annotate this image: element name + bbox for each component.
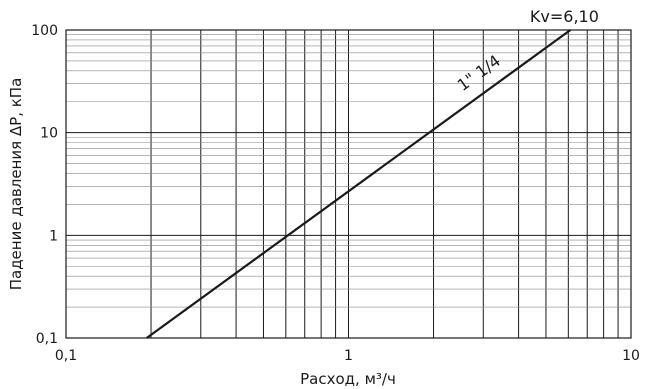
y-tick-label: 100 (31, 23, 58, 39)
y-tick-label: 10 (40, 126, 58, 142)
series-label: 1" 1/4 (454, 51, 504, 95)
grid (66, 30, 631, 338)
y-tick-label: 1 (49, 228, 58, 244)
y-tick-labels: 0,1 1 10 100 (31, 23, 58, 347)
kv-label: Kv=6,10 (530, 7, 599, 26)
x-axis-title: Расход, м³/ч (300, 370, 396, 388)
x-tick-labels: 0,1 1 10 (55, 348, 640, 364)
x-tick-label: 10 (622, 348, 640, 364)
plot-frame (65, 29, 632, 339)
x-tick-label: 1 (344, 348, 353, 364)
x-tick-label: 0,1 (55, 348, 77, 364)
y-tick-label: 0,1 (36, 331, 58, 347)
y-axis-title: Падение давления ΔP, кПа (7, 78, 25, 291)
series-line (146, 29, 572, 339)
series-layer (146, 29, 572, 339)
